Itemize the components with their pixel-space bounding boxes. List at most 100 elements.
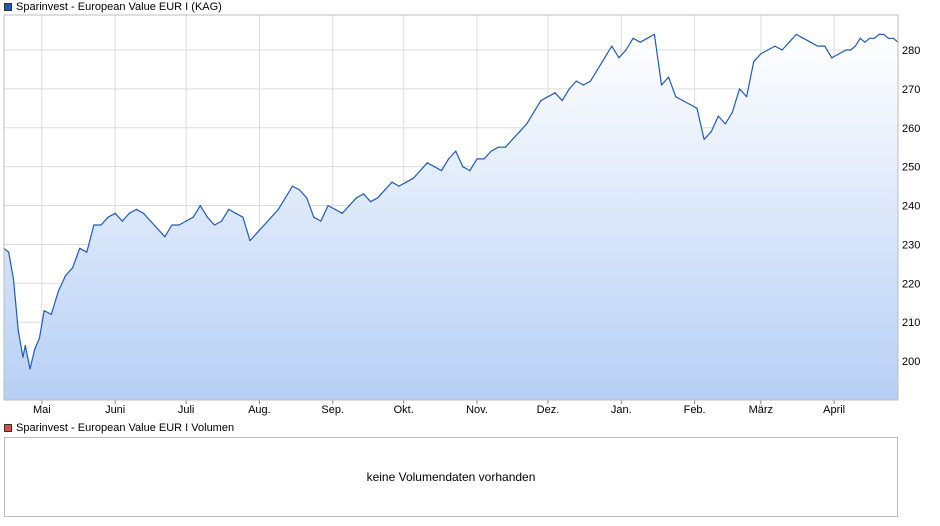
price-point xyxy=(121,220,123,222)
price-area-fill xyxy=(4,34,898,401)
price-chart: ARIVA.DE 200210220230240250260270280MaiJ… xyxy=(3,14,920,416)
x-tick-label: Dez. xyxy=(537,404,560,416)
price-line xyxy=(3,33,899,370)
price-point xyxy=(511,138,514,140)
series-layer xyxy=(3,33,899,401)
price-point xyxy=(660,84,663,86)
price-point xyxy=(64,275,67,277)
price-point xyxy=(114,212,116,214)
price-point xyxy=(653,33,656,36)
price-point xyxy=(100,224,102,226)
x-tick-label: Okt. xyxy=(394,404,414,416)
price-point xyxy=(29,368,31,370)
price-point xyxy=(883,33,885,36)
price-point xyxy=(859,37,861,39)
x-tick-label: Jan. xyxy=(611,404,632,416)
price-point xyxy=(675,96,677,98)
price-point xyxy=(817,45,819,47)
price-point xyxy=(604,57,606,59)
price-point xyxy=(377,197,379,199)
price-point xyxy=(256,232,258,234)
price-point xyxy=(384,189,386,191)
price-legend: Sparinvest - European Value EUR I (KAG) xyxy=(4,0,222,14)
y-tick-label: 210 xyxy=(902,317,920,329)
price-point xyxy=(320,220,322,222)
price-point xyxy=(277,208,279,210)
price-point xyxy=(611,45,613,47)
price-point xyxy=(178,224,180,226)
price-point xyxy=(341,212,343,214)
price-point xyxy=(206,216,208,218)
price-point xyxy=(625,49,627,51)
y-tick-label: 270 xyxy=(902,84,920,96)
price-point xyxy=(185,220,187,222)
price-point xyxy=(878,33,880,36)
price-legend-label: Sparinvest - European Value EUR I (KAG) xyxy=(16,1,222,13)
price-point xyxy=(703,138,705,140)
price-point xyxy=(469,170,471,172)
price-point xyxy=(334,208,336,210)
price-point xyxy=(873,37,875,39)
price-point xyxy=(795,33,797,36)
x-tick-label: Juli xyxy=(178,404,195,416)
price-point xyxy=(362,193,365,195)
price-point xyxy=(731,111,734,113)
price-point xyxy=(504,146,506,148)
price-point xyxy=(455,150,457,152)
price-point xyxy=(242,216,244,218)
price-point xyxy=(12,278,15,280)
price-point xyxy=(412,177,414,179)
price-point xyxy=(391,181,393,183)
volume-legend: Sparinvest - European Value EUR I Volume… xyxy=(4,421,234,435)
price-point xyxy=(150,220,152,222)
price-point xyxy=(497,146,499,148)
price-point xyxy=(171,224,173,226)
y-tick-label: 220 xyxy=(902,278,920,290)
price-point xyxy=(519,131,521,133)
price-point xyxy=(668,76,670,78)
price-point xyxy=(788,41,790,43)
price-point xyxy=(213,224,216,226)
price-point xyxy=(128,212,130,214)
price-point xyxy=(72,267,74,269)
volume-legend-swatch xyxy=(4,424,12,432)
price-point xyxy=(639,41,641,43)
x-tick-label: April xyxy=(823,404,845,416)
price-point xyxy=(809,41,812,43)
price-point xyxy=(419,170,421,172)
price-point xyxy=(263,224,265,226)
price-point xyxy=(476,158,478,160)
price-point xyxy=(682,100,684,102)
price-point xyxy=(50,313,52,315)
price-point xyxy=(86,251,88,253)
x-tick-label: März xyxy=(749,404,773,416)
price-point xyxy=(448,158,450,160)
price-point xyxy=(892,37,894,39)
price-point xyxy=(235,212,237,214)
price-point xyxy=(753,61,755,63)
price-point xyxy=(313,216,315,218)
price-point xyxy=(831,57,833,59)
plot-border xyxy=(3,14,899,401)
price-point xyxy=(38,337,41,339)
price-point xyxy=(142,212,145,214)
price-point xyxy=(79,247,81,249)
price-point xyxy=(597,68,599,70)
price-point xyxy=(869,37,871,39)
y-tick-label: 280 xyxy=(902,45,920,57)
price-point xyxy=(17,329,19,331)
price-point xyxy=(299,189,301,191)
axis-layer: 200 210 220 230 240 250 260 270 280 Mai Juni Juli Au… xyxy=(3,14,920,416)
price-point xyxy=(526,123,528,125)
price-point xyxy=(22,356,24,358)
price-point xyxy=(164,236,166,238)
x-tick-label: Aug. xyxy=(248,404,271,416)
price-point xyxy=(249,240,251,242)
price-point xyxy=(135,208,137,210)
x-tick-label: Nov. xyxy=(466,404,488,416)
volume-empty-message: keine Volumendaten vorhanden xyxy=(366,470,536,484)
x-tick-label: Juni xyxy=(105,404,125,416)
price-point xyxy=(327,205,329,207)
price-point xyxy=(582,84,585,86)
volume-panel: keine Volumendaten vorhanden xyxy=(4,437,898,517)
